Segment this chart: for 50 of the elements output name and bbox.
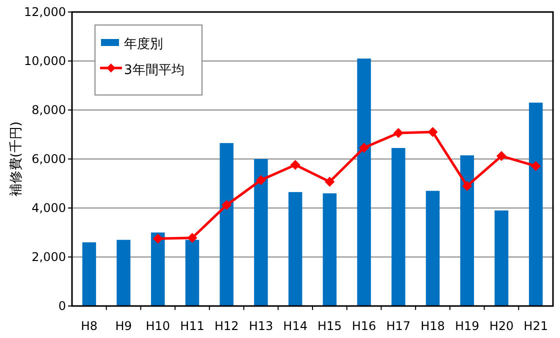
x-tick-label: H16 <box>352 319 376 333</box>
point <box>290 160 300 170</box>
y-tick-label: 6,000 <box>32 152 66 166</box>
x-tick-label: H8 <box>80 319 98 333</box>
bar <box>322 193 337 306</box>
point <box>359 142 370 153</box>
bar <box>528 102 543 306</box>
point <box>530 161 541 172</box>
point <box>256 175 266 186</box>
bar <box>392 148 406 306</box>
point <box>393 128 404 138</box>
x-tick-label: H11 <box>180 319 204 333</box>
x-tick-label: H14 <box>283 319 308 333</box>
bar <box>426 190 440 306</box>
x-tick-label: H19 <box>454 319 480 333</box>
x-tick-label: H10 <box>146 319 170 333</box>
x-tick-label: H20 <box>489 319 514 333</box>
x-tick-label: H9 <box>115 319 132 333</box>
point <box>222 200 232 210</box>
bar <box>82 242 96 306</box>
y-tick-label: 12,000 <box>24 5 66 19</box>
point <box>496 151 506 162</box>
point <box>152 234 163 244</box>
x-tick-label: H15 <box>318 319 342 333</box>
bar <box>254 159 268 306</box>
legend-label: 3年間平均 <box>124 63 184 78</box>
bar <box>151 232 165 306</box>
legend-label: 年度別 <box>124 36 163 52</box>
bar <box>357 58 371 306</box>
y-tick-label: 4,000 <box>32 201 66 215</box>
y-tick-label: 10,000 <box>24 54 66 68</box>
bar <box>116 240 130 306</box>
point <box>428 127 438 138</box>
x-tick-label: H21 <box>524 319 548 333</box>
bar <box>220 143 234 306</box>
x-tick-label: H17 <box>386 319 411 333</box>
y-axis-title: 補修費(千円) <box>9 121 24 197</box>
bar <box>185 240 200 306</box>
bar <box>494 210 508 306</box>
point <box>324 176 335 187</box>
point <box>462 180 472 191</box>
x-tick-label: H13 <box>248 319 274 333</box>
y-tick-label: 8,000 <box>32 103 66 117</box>
y-tick-label: 2,000 <box>32 250 66 264</box>
point <box>187 232 198 243</box>
bar <box>288 192 302 306</box>
y-tick-label: 0 <box>58 299 66 313</box>
bar <box>460 155 474 306</box>
x-tick-label: H18 <box>420 319 445 333</box>
x-tick-label: H12 <box>214 319 239 333</box>
